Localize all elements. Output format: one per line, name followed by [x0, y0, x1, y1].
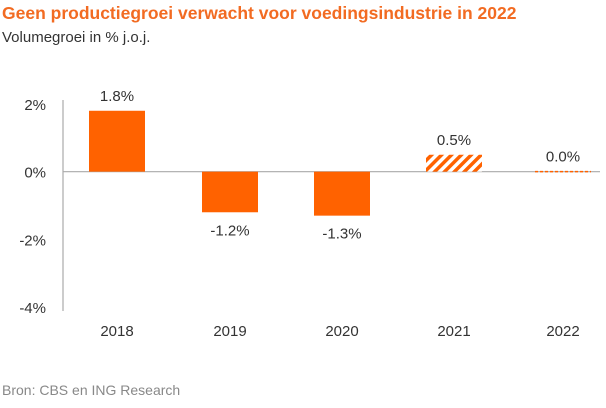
chart-subtitle: Volumegroei in % j.o.j. [2, 29, 151, 46]
x-tick-label: 2018 [100, 323, 133, 340]
chart-title: Geen productiegroei verwacht voor voedin… [2, 3, 517, 23]
x-tick-label: 2020 [325, 323, 358, 340]
data-label-2020: -1.3% [322, 226, 361, 243]
x-tick-label: 2021 [437, 323, 470, 340]
bar-2018 [89, 110, 145, 172]
bar-2019 [202, 171, 258, 213]
data-label-2021: 0.5% [437, 132, 471, 149]
x-tick-label: 2022 [546, 323, 579, 340]
data-label-2019: -1.2% [210, 222, 249, 239]
y-tick-label: -2% [19, 232, 46, 249]
x-tick-label: 2019 [213, 323, 246, 340]
bar-2020 [314, 171, 370, 216]
y-tick-label: -4% [19, 300, 46, 317]
source-note: Bron: CBS en ING Research [2, 382, 181, 398]
y-tick-label: 0% [24, 165, 46, 182]
data-label-2022: 0.0% [546, 149, 580, 166]
data-label-2018: 1.8% [100, 88, 134, 105]
y-tick-label: 2% [24, 97, 46, 114]
bar-2021 [426, 154, 482, 172]
